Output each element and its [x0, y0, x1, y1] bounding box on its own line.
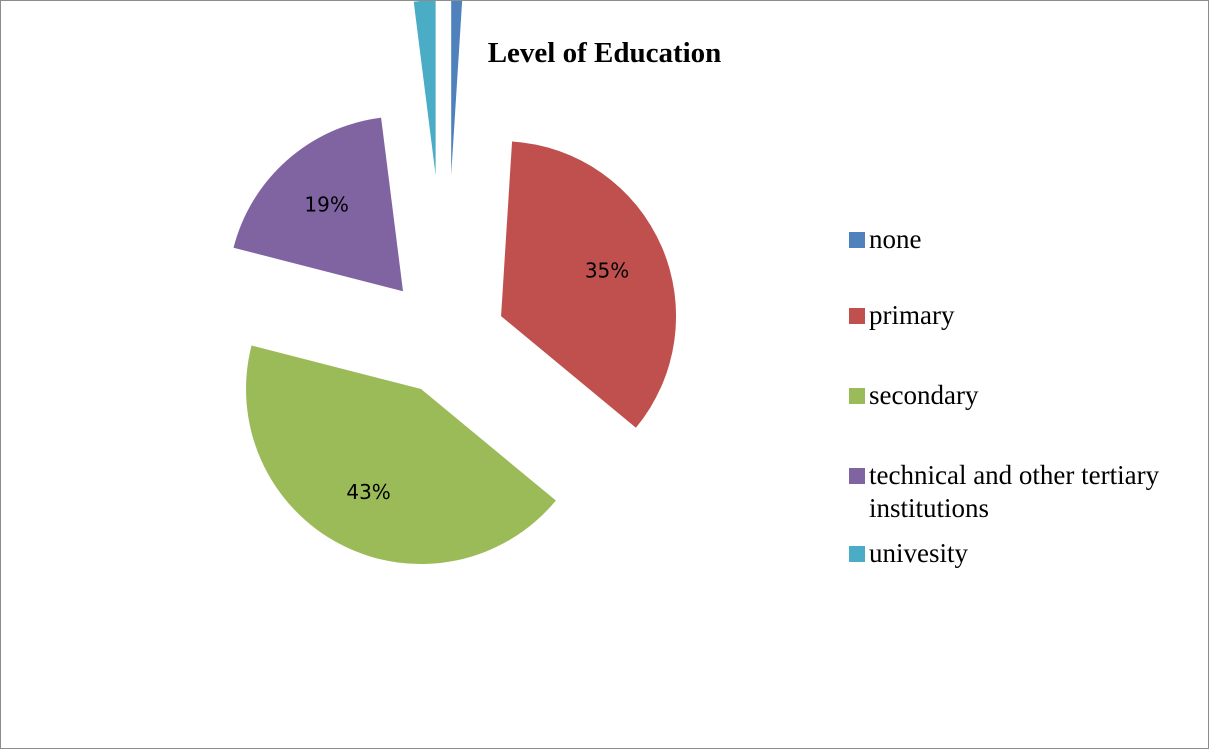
legend-swatch-none: [849, 232, 865, 248]
pie-slice-technical: [233, 117, 404, 292]
legend-swatch-primary: [849, 308, 865, 324]
legend-label-technical: technical and other tertiary institution…: [869, 460, 1160, 523]
pie-slice-secondary: [246, 345, 556, 565]
legend-label-none: none: [869, 224, 922, 254]
legend-swatch-univesity: [849, 546, 865, 562]
data-label-secondary: 43%: [346, 480, 390, 504]
legend-label-secondary: secondary: [869, 380, 979, 410]
legend-item-univesity: univesity: [849, 537, 1199, 570]
chart-title: Level of Education: [487, 37, 722, 69]
data-label-primary: 35%: [585, 258, 629, 282]
pie-slice-univesity: [413, 1, 436, 176]
legend-label-primary: primary: [869, 300, 955, 330]
legend-label-univesity: univesity: [869, 538, 968, 568]
legend-item-technical: technical and other tertiary institution…: [849, 459, 1199, 525]
legend-swatch-technical: [849, 468, 865, 484]
data-label-technical: 19%: [304, 193, 348, 217]
legend-item-primary: primary: [849, 299, 1199, 332]
pie-slice-primary: [501, 141, 677, 428]
legend-swatch-secondary: [849, 388, 865, 404]
legend-item-none: none: [849, 223, 1199, 256]
legend-item-secondary: secondary: [849, 379, 1199, 412]
pie-slice-none: [451, 1, 463, 176]
